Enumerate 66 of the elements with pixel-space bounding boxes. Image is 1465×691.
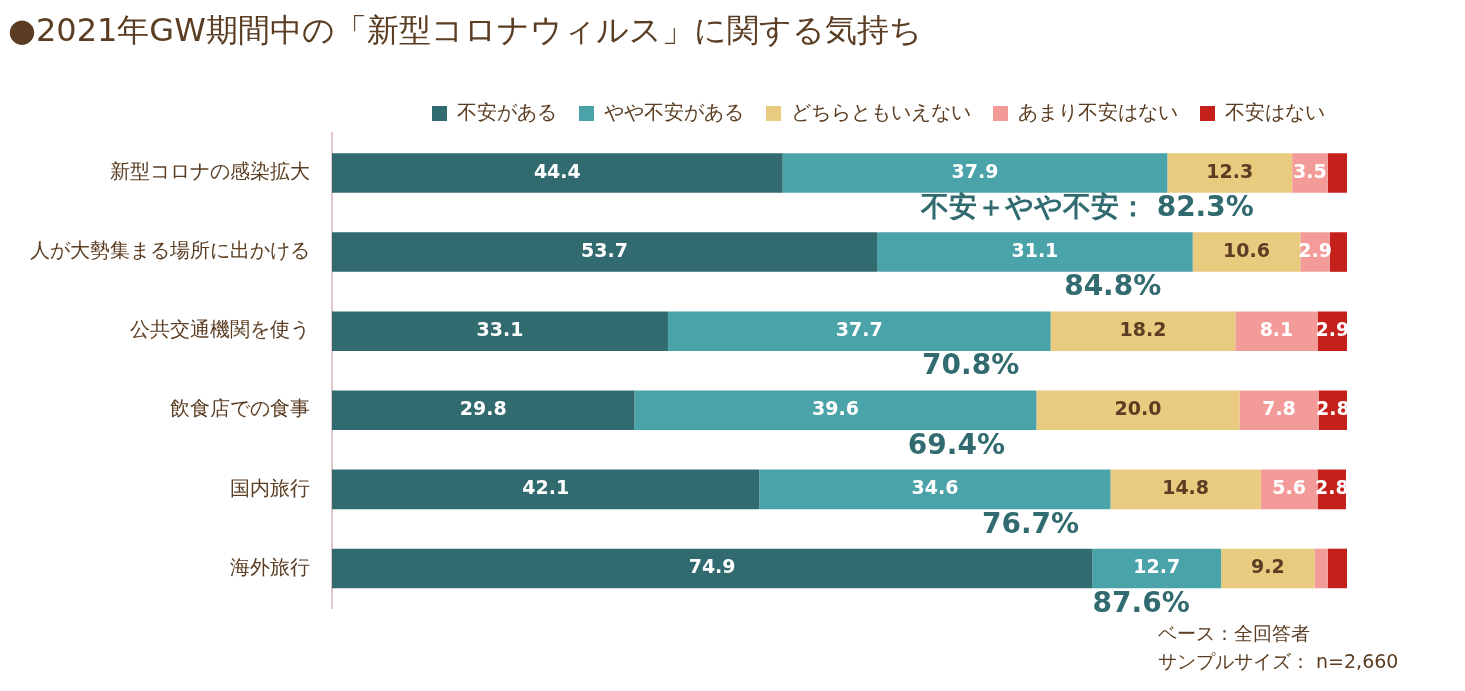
data-label: 12.3 [1206, 159, 1254, 182]
legend-label: 不安がある [457, 99, 557, 124]
data-label: 9.2 [1250, 555, 1285, 578]
data-label: 20.0 [1114, 397, 1162, 420]
bar [1235, 311, 1318, 351]
bar [782, 153, 1168, 193]
y-tick-label: 公共交通機関を使う [130, 317, 310, 342]
bar [667, 311, 1051, 351]
annotation: 76.7% [981, 506, 1080, 540]
text: ベース：全回答者 [1158, 621, 1310, 644]
bar [877, 232, 1193, 272]
annotation: 87.6% [1092, 585, 1190, 619]
bar [634, 390, 1037, 431]
bar [1092, 548, 1222, 589]
bar [332, 311, 668, 351]
bar [332, 390, 635, 431]
data-label: 5.6 [1272, 476, 1306, 499]
data-label: 18.2 [1119, 318, 1167, 341]
y-tick-label: 人が大勢集まる場所に出かける [30, 238, 310, 263]
legend-label: どちらともいえない [791, 99, 971, 124]
data-label: 8.1 [1259, 318, 1294, 341]
data-label: 14.8 [1162, 476, 1210, 499]
data-label: 12.7 [1133, 555, 1181, 578]
data-label: 53.7 [581, 238, 628, 261]
data-label: 37.9 [951, 159, 999, 182]
y-tick-label: 国内旅行 [230, 475, 310, 500]
bar [1314, 548, 1328, 589]
data-label: 7.8 [1262, 397, 1296, 420]
bar [759, 469, 1111, 510]
bar [1327, 548, 1347, 589]
legend-label: やや不安がある [604, 99, 744, 124]
data-label: 29.8 [459, 397, 507, 420]
bar [1110, 469, 1261, 510]
data-label: 42.1 [522, 476, 570, 499]
bar [1327, 153, 1347, 193]
bar [1329, 232, 1347, 272]
bar [1036, 390, 1240, 431]
data-label: 33.1 [476, 318, 524, 341]
data-label: 39.6 [811, 397, 859, 420]
legend-label: 不安はない [1225, 99, 1325, 124]
annotation: 70.8% [922, 348, 1020, 382]
y-tick-label: 海外旅行 [230, 554, 310, 579]
y-tick-label: 新型コロナの感染拡大 [110, 159, 310, 184]
data-label: 31.1 [1011, 238, 1059, 261]
bar [332, 232, 878, 272]
data-label: 3.5 [1293, 159, 1327, 182]
data-label: 74.9 [688, 555, 736, 578]
bar [1167, 153, 1293, 193]
bar [1192, 232, 1301, 272]
data-label: 44.4 [533, 159, 581, 182]
bar [1050, 311, 1236, 351]
chart-title: ●2021年GW期間中の「新型コロナウィルス」に関する気持ち [8, 10, 922, 49]
data-label: 37.7 [835, 318, 883, 341]
bar [1239, 390, 1319, 431]
y-tick-label: 飲食店での食事 [170, 396, 310, 421]
bar [332, 548, 1093, 589]
data-label: 34.6 [911, 476, 959, 499]
bar [1221, 548, 1315, 589]
legend-label: あまり不安はない [1018, 99, 1178, 124]
data-label: 10.6 [1223, 238, 1270, 261]
annotation: 69.4% [907, 427, 1005, 461]
bar [332, 469, 760, 510]
annotation: 84.8% [1064, 269, 1162, 303]
text: サンプルサイズ： n=2,660 [1158, 649, 1399, 672]
annotation: 不安＋やや不安： 82.3% [919, 190, 1254, 224]
bar [332, 153, 783, 193]
